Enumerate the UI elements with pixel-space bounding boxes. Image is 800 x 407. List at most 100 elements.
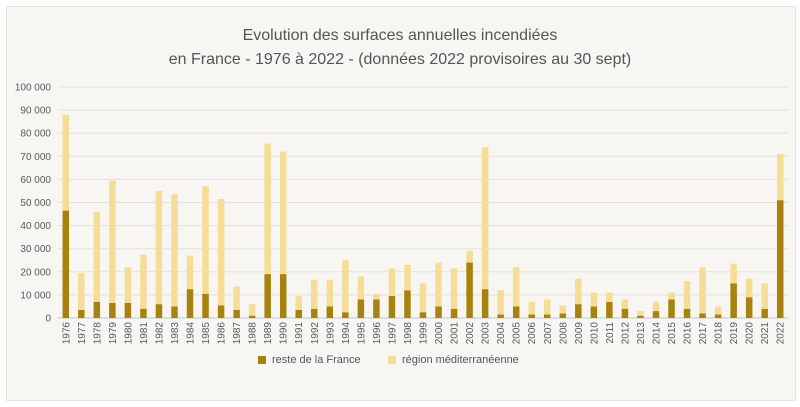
x-tick-label: 2014 [651,322,662,345]
y-tick-label: 80 000 [20,129,51,140]
x-tick-label: 1987 [232,322,243,345]
bar-reste [450,308,458,318]
bar-reste [575,304,582,318]
x-tick-label: 1985 [201,322,212,345]
bar-reste [78,309,85,318]
x-tick-label: 2021 [760,322,771,345]
bar-reste [730,283,737,318]
bar-mediterranee [652,301,660,312]
bar-mediterranee [419,283,427,313]
bar-reste [248,315,256,318]
bar-mediterranee [295,296,302,310]
bar-mediterranee [93,211,101,302]
x-tick-label: 2019 [729,322,740,345]
bar-reste [233,309,240,318]
x-tick-label: 1990 [279,322,290,345]
bar-reste [435,306,442,318]
y-tick-label: 40 000 [20,221,51,232]
bar-mediterranee [311,279,318,309]
bar-mediterranee [714,306,722,315]
y-tick-label: 30 000 [20,244,51,255]
bar-mediterranee [730,263,737,284]
y-tick-label: 100 000 [15,83,52,94]
bar-reste [404,290,411,318]
bar-mediterranee [388,268,396,297]
bar-reste [186,289,194,318]
bar-mediterranee [621,299,629,309]
bar-reste [357,299,365,318]
bar-mediterranee [62,114,70,211]
bar-reste [388,296,396,318]
bar-mediterranee [575,278,582,305]
legend-label-reste: reste de la France [272,354,361,366]
bar-mediterranee [404,264,411,291]
x-tick-label: 1978 [92,322,103,345]
bar-reste [590,306,598,318]
bar-mediterranee [606,292,613,302]
x-tick-label: 1983 [170,322,181,345]
x-tick-label: 1977 [77,322,88,345]
x-tick-label: 1979 [108,322,119,345]
bar-mediterranee [466,251,473,263]
bar-reste [62,210,70,318]
bar-reste [466,262,473,318]
bar-mediterranee [435,262,442,307]
x-tick-label: 1984 [186,322,197,345]
bar-mediterranee [186,255,194,290]
x-tick-label: 2001 [450,322,461,345]
bar-reste [140,308,147,318]
x-tick-label: 2000 [434,322,445,345]
bar-mediterranee [171,194,178,307]
y-tick-label: 20 000 [20,267,51,278]
x-tick-label: 1986 [217,322,228,345]
y-tick-label: 0 [45,314,51,325]
chart-title: Evolution des surfaces annuelles incendi… [242,27,558,44]
x-tick-label: 2010 [589,322,600,345]
bar-mediterranee [590,292,598,307]
bar-reste [559,313,567,318]
x-tick-label: 2016 [683,322,694,345]
x-tick-label: 2015 [667,322,678,345]
y-tick-label: 70 000 [20,152,51,163]
x-tick-label: 2006 [527,322,538,345]
x-tick-label: 1996 [372,322,383,345]
bar-mediterranee [357,276,365,300]
bar-mediterranee [668,292,675,300]
bar-mediterranee [528,301,535,315]
bar-reste [93,301,101,318]
legend-label-mediterranee: région méditerranéenne [402,354,519,366]
bar-reste [528,314,535,318]
y-tick-label: 50 000 [20,198,51,209]
x-tick-label: 2008 [558,322,569,345]
x-tick-label: 1991 [294,322,305,345]
y-tick-label: 60 000 [20,175,51,186]
bar-mediterranee [745,278,753,298]
bar-mediterranee [512,267,520,307]
x-tick-label: 2011 [605,322,616,344]
bar-reste [544,314,551,318]
bar-mediterranee [217,199,225,306]
bar-mediterranee [109,180,116,303]
bar-mediterranee [683,281,691,309]
x-tick-label: 2017 [698,322,709,345]
x-tick-label: 1995 [356,322,367,345]
chart-frame [6,6,796,401]
bar-reste [497,314,504,318]
bar-mediterranee [202,186,209,294]
bar-mediterranee [326,279,334,307]
x-tick-label: 2002 [465,322,476,345]
bar-reste [419,312,427,318]
bar-reste [155,304,163,318]
bar-mediterranee [497,290,504,315]
bar-reste [311,308,318,318]
bar-mediterranee [264,143,271,275]
bar-reste [202,293,209,318]
bar-reste [481,289,489,318]
x-tick-label: 1980 [123,322,134,345]
bar-reste [342,312,349,318]
bar-mediterranee [342,260,349,313]
legend-item-reste: reste de la France [258,354,361,366]
bar-mediterranee [699,267,706,314]
bar-reste [373,299,380,318]
